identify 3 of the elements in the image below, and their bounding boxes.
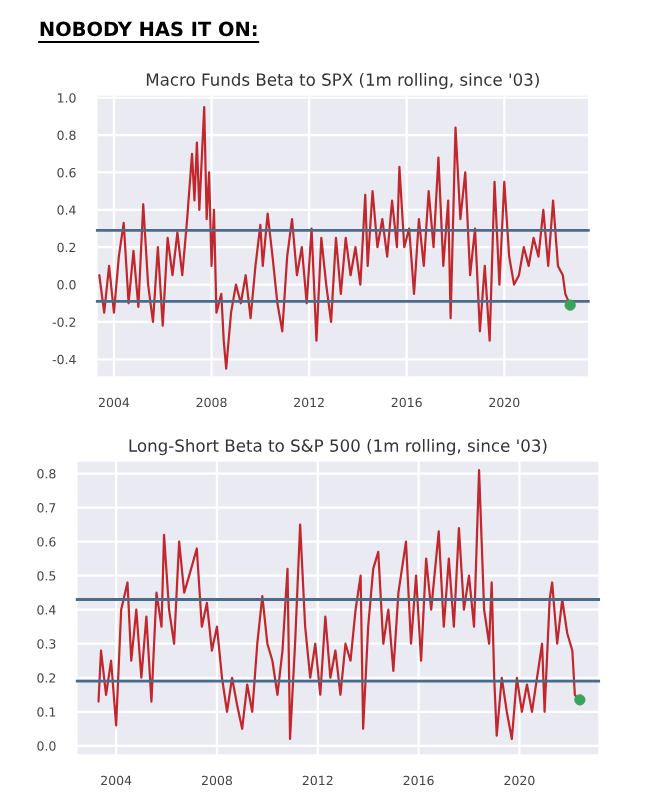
chart-title: Long-Short Beta to S&P 500 (1m rolling, since '03) [129, 439, 547, 456]
text: NOBODY HAS IT ON: [40, 21, 257, 37]
chart-title: Macro Funds Beta to SPX (1m rolling, since '03) [146, 73, 539, 90]
